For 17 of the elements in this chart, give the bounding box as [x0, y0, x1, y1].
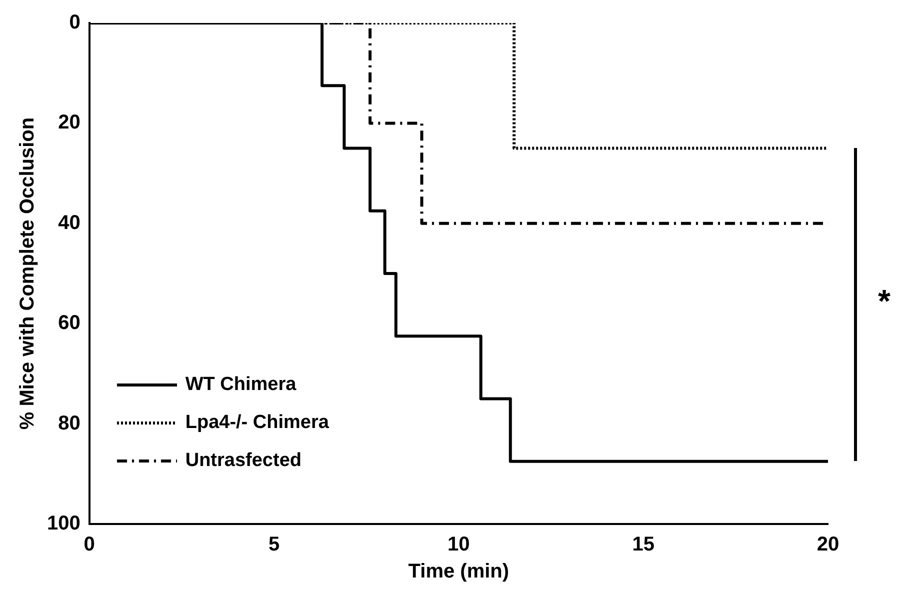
x-tick-label: 5 [268, 534, 280, 556]
y-tick-label: 60 [58, 312, 80, 334]
legend-label: WT Chimera [185, 374, 296, 396]
y-tick-label: 20 [58, 112, 80, 134]
y-tick-label: 0 [69, 12, 80, 34]
x-tick-label: 20 [816, 534, 840, 556]
legend-label: Untrasfected [185, 450, 302, 472]
x-tick-label: 0 [84, 534, 95, 556]
y-tick-label: 100 [46, 512, 80, 535]
y-axis-title: % Mice with Complete Occlusion [16, 117, 39, 430]
y-tick-label: 80 [58, 412, 80, 434]
legend-label: Lpa4-/- Chimera [185, 412, 329, 434]
x-tick-label: 15 [632, 534, 654, 556]
x-tick-label: 10 [448, 534, 470, 556]
text: * [878, 282, 890, 320]
x-axis-title: Time (min) [408, 560, 510, 583]
y-tick-label: 40 [58, 212, 80, 234]
